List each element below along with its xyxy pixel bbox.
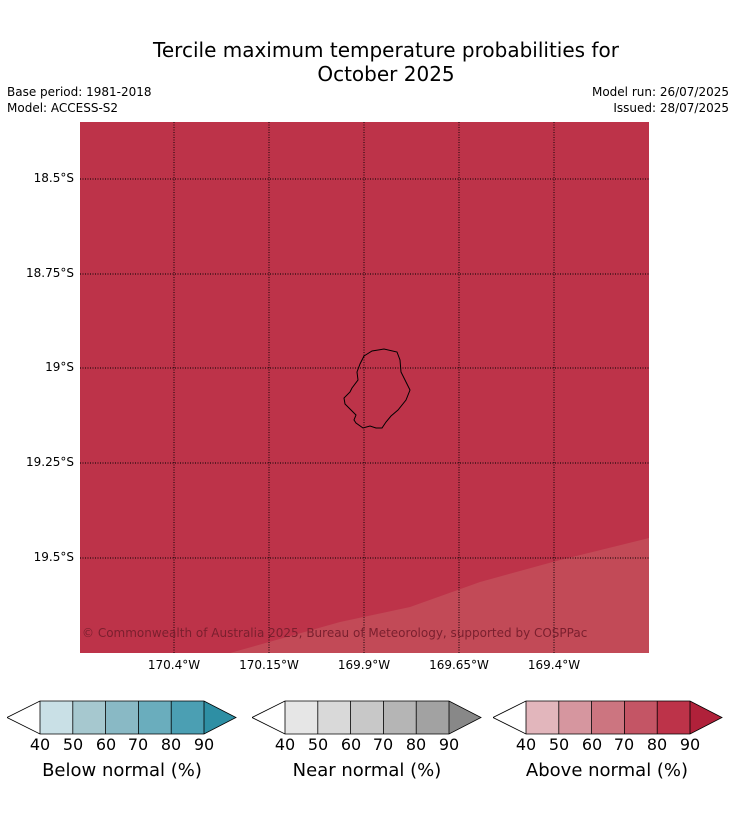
gridlines <box>80 122 649 653</box>
colorbar-tick: 50 <box>548 735 570 754</box>
model-text: Model: ACCESS-S2 <box>7 101 119 115</box>
colorbar-tick: 60 <box>340 735 362 754</box>
lat-label: 19.25°S <box>26 455 74 469</box>
colorbar-segment <box>624 701 658 734</box>
colorbar-tick: 80 <box>646 735 668 754</box>
colorbar-below-normal <box>6 700 237 740</box>
colorbar-tick: 80 <box>405 735 427 754</box>
lon-label: 170.4°W <box>147 658 201 672</box>
lon-label: 169.65°W <box>429 658 489 672</box>
lat-label: 18.75°S <box>26 266 74 280</box>
issued-text: Issued: 28/07/2025 <box>613 101 729 115</box>
colorbar-above-normal <box>492 700 723 740</box>
chart-title: Tercile maximum temperature probabilitie… <box>0 38 736 86</box>
meta-left: Base period: 1981-2018 Model: ACCESS-S2 <box>7 84 152 116</box>
colorbar-segment <box>657 701 690 734</box>
map-svg <box>80 122 649 653</box>
colorbar-segment <box>558 701 592 734</box>
colorbar-segment <box>493 701 526 734</box>
copyright-text: © Commonwealth of Australia 2025, Bureau… <box>82 626 588 640</box>
colorbar-tick: 40 <box>29 735 51 754</box>
colorbar-segment <box>416 701 449 734</box>
colorbar-segment <box>7 701 40 734</box>
base-period-text: Base period: 1981-2018 <box>7 85 152 99</box>
colorbar-segment <box>285 701 318 734</box>
colorbar-tick: 90 <box>679 735 701 754</box>
colorbar-segment <box>591 701 625 734</box>
probability-fill-secondary <box>230 538 649 653</box>
colorbar-tick: 80 <box>160 735 182 754</box>
map-area[interactable] <box>80 122 649 653</box>
colorbar-tick: 70 <box>127 735 149 754</box>
colorbar-segment <box>350 701 384 734</box>
colorbar-segment <box>252 701 285 734</box>
colorbar-tick: 60 <box>95 735 117 754</box>
lon-label: 169.9°W <box>337 658 391 672</box>
colorbar-segment <box>690 701 722 734</box>
lat-label: 18.5°S <box>33 171 74 185</box>
colorbar-label-below: Below normal (%) <box>42 760 202 781</box>
colorbar-segment <box>204 701 236 734</box>
title-line-2: October 2025 <box>317 62 455 86</box>
island-coastline <box>343 348 411 429</box>
colorbar-tick: 90 <box>438 735 460 754</box>
meta-right: Model run: 26/07/2025 Issued: 28/07/2025 <box>592 84 729 116</box>
colorbar-tick: 50 <box>62 735 84 754</box>
colorbar-tick: 90 <box>193 735 215 754</box>
colorbar-label-near: Near normal (%) <box>292 760 442 781</box>
lat-label: 19.5°S <box>33 550 74 564</box>
colorbar-segment <box>138 701 172 734</box>
colorbar-segment <box>526 701 559 734</box>
colorbar-tick: 50 <box>307 735 329 754</box>
colorbar-near-normal <box>251 700 482 740</box>
colorbar-segment <box>317 701 351 734</box>
lon-label: 170.15°W <box>239 658 299 672</box>
model-run-text: Model run: 26/07/2025 <box>591 85 729 99</box>
colorbar-tick: 70 <box>372 735 394 754</box>
colorbar-label-above: Above normal (%) <box>525 760 689 781</box>
colorbar-segment <box>449 701 481 734</box>
colorbar-segment <box>171 701 204 734</box>
colorbar-tick: 70 <box>613 735 635 754</box>
lat-label: 19°S <box>45 360 74 374</box>
lon-label: 169.4°W <box>527 658 581 672</box>
colorbar-tick: 60 <box>581 735 603 754</box>
colorbar-segment <box>72 701 106 734</box>
title-line-1: Tercile maximum temperature probabilitie… <box>153 38 619 62</box>
colorbar-segment <box>383 701 417 734</box>
colorbar-segment <box>40 701 73 734</box>
colorbar-tick: 40 <box>515 735 537 754</box>
colorbar-segment <box>105 701 139 734</box>
colorbar-tick: 40 <box>274 735 296 754</box>
